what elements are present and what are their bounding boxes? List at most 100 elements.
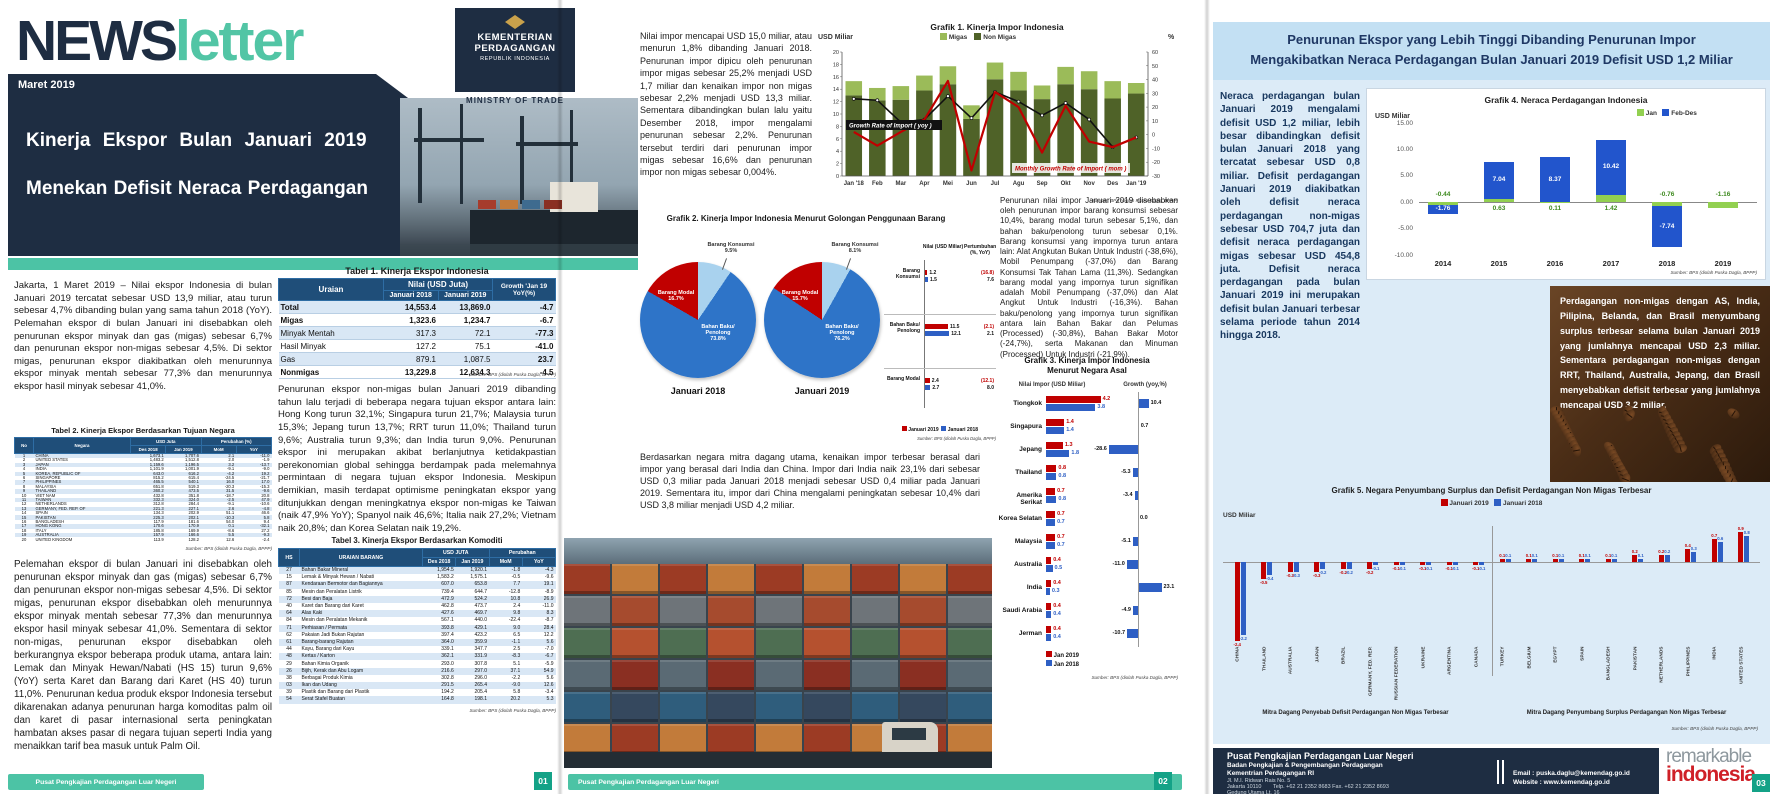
grafik3-country-label: India <box>1026 584 1042 591</box>
bar-jan2019 <box>1738 532 1744 562</box>
sky-strip-icon <box>564 538 992 564</box>
table-row: 8 MALAYSIA 651.8 519.3 -20.3 -15.3 <box>22 483 270 489</box>
bar-jan2019 <box>1046 557 1052 564</box>
svg-text:4: 4 <box>836 149 839 155</box>
legend-swatch-nonmigas <box>974 33 982 40</box>
table3-source: Sumber: BPS (diolah Puska Dagla, BPPP) <box>469 708 556 713</box>
bar-value-jan2018: 0.5 <box>1054 565 1063 571</box>
bar-value: -0.1 <box>1398 566 1406 572</box>
grafik4-source: Sumber: BPS (diolah Puska Dagla, BPPP) <box>1670 270 1757 275</box>
left-paragraph-3: Pelemahan ekspor di bulan Januari ini di… <box>14 559 272 753</box>
bar-value-jan2019: 0.4 <box>1053 603 1061 609</box>
table-ekspor-komoditi: HS URAIAN BARANG USD JUTA Perubahan Des 201… <box>278 548 557 704</box>
grafik1-ylabel-left: USD Miliar <box>818 34 854 41</box>
legend-label-migas: Migas <box>948 34 968 41</box>
growth-bar <box>1108 445 1138 454</box>
table-row: 16 BANGLADESH 117.9 181.6 54.0 9.4 <box>21 518 270 524</box>
table-row: 4 INDIA 1,101.9 1,001.9 -9.1 -9.0 <box>22 466 270 472</box>
trade-balance-chart-card: Grafik 4. Neraca Perdagangan Indonesia J… <box>1366 88 1766 280</box>
grafik5-country-label: BANGLADESH <box>1606 646 1612 681</box>
growth-value-jan2018: 7.6 <box>987 276 994 283</box>
grafik5-country-label: EGYPT <box>1553 646 1559 663</box>
bar-jan2019 <box>1261 562 1267 579</box>
bar-jan2018 <box>1267 562 1273 576</box>
ministry-emblem-icon <box>505 15 525 29</box>
table-row: 29 Bahan Kimia Organik 293.0 307.8 5.1 -5.9 <box>286 660 554 667</box>
table-row: Hasil Minyak 127.2 75.1 -41.0 <box>278 339 556 353</box>
svg-text:Monthly Growth Rate of Import: Monthly Growth Rate of Import ( mom ) <box>1015 167 1126 173</box>
bar-value: -2.2 <box>1239 635 1247 641</box>
pie-label-modal: Barang Modal 16.7% <box>657 290 695 302</box>
middle-footer-label: Pusat Pengkajian Perdagangan Luar Negeri <box>578 778 719 786</box>
bar-value-jan2019: 0.4 <box>1053 626 1061 632</box>
bar-value-jan2019: 0.7 <box>1057 488 1065 494</box>
table-row: 72 Besi dan Baja 472.9 524.2 10.8 26.9 <box>278 595 556 603</box>
grafik4-ylabel: USD Miliar <box>1375 113 1411 120</box>
bean-crease-icon <box>1730 410 1736 417</box>
bar-value-jan2018: 0.7 <box>1057 542 1065 548</box>
bar-value-jan2019: 0.8 <box>1058 465 1067 471</box>
growth-value: -10.7 <box>1112 630 1126 636</box>
table1-container: Uraian Nilai (USD Juta) Growth 'Jan 19 YoY… <box>278 278 556 379</box>
container-icon <box>948 724 992 754</box>
page-number-01: 01 <box>534 772 552 790</box>
bar-value-jan2019: 0.4 <box>1053 557 1061 563</box>
middle-paragraph-1: Nilai impor mencapai USD 15,0 miliar, at… <box>640 31 812 178</box>
left-paragraph-1: Jakarta, 1 Maret 2019 – Nilai ekspor Ind… <box>14 280 272 392</box>
growth-value-jan2018: 8.0 <box>987 384 994 391</box>
svg-text:Agu: Agu <box>1013 181 1025 187</box>
bar-value-jan2018: 0.4 <box>1053 634 1061 640</box>
ground-icon <box>564 752 992 768</box>
table2-source: Sumber: BPS (diolah Puska Dagla, BPPP) <box>185 546 272 551</box>
table-row: 71 Perhiasan / Permata 393.8 429.1 9.0 28.4 <box>278 624 556 632</box>
table-row: 5 KOREA, REPUBLIC OF 643.0 616.2 -4.2 19.2 <box>14 471 272 476</box>
bar-value: -0.1 <box>1472 566 1480 572</box>
svg-text:Jul: Jul <box>991 181 1000 187</box>
container-icon <box>948 692 992 722</box>
bean-crease-icon <box>1679 444 1683 453</box>
bar-value: -0.1 <box>1478 566 1486 572</box>
middle-paragraph-2: Penurunan nilai impor Januari 2019 diseb… <box>1000 196 1178 359</box>
left-paragraph-2: Penurunan ekspor non-migas bulan Januari… <box>278 384 556 534</box>
bar-value: -0.1 <box>1445 566 1453 572</box>
crane-icon <box>414 138 484 142</box>
bean-crease-icon <box>1622 477 1630 482</box>
bar-value: 0.8 <box>1743 529 1750 535</box>
right-title-strip: Penurunan Ekspor yang Lebih Tinggi Diban… <box>1213 22 1770 80</box>
bar-jan2018 <box>1505 558 1511 562</box>
page-number-02: 02 <box>1154 772 1172 790</box>
minichart-category-label: Bahan Baku/ Penolong <box>889 322 920 334</box>
crane-icon <box>516 142 578 146</box>
coffee-bean-icon <box>1570 443 1583 458</box>
svg-text:20: 20 <box>1152 105 1158 111</box>
grafik5-country-label: THAILAND <box>1262 646 1268 672</box>
bar-jan2019 <box>1526 558 1532 562</box>
growth-value: -3.4 <box>1123 492 1133 498</box>
container-icon <box>612 596 658 626</box>
svg-text:-10: -10 <box>1152 146 1160 152</box>
svg-text:16: 16 <box>833 75 839 81</box>
growth-value-jan2019: (16.8) <box>980 269 994 276</box>
bar-value-jan2019: 1.2 <box>929 269 937 276</box>
growth-bar <box>1138 583 1162 592</box>
grafik5-country-label: PAKISTAN <box>1633 646 1639 671</box>
table-row: 14 SPAIN 134.3 202.9 51.1 46.6 <box>21 510 270 516</box>
bar-jan2018 <box>1664 555 1670 562</box>
grafik3-country-label: Thailand <box>1015 469 1042 476</box>
bar-value-jan2018: 1.5 <box>930 276 937 283</box>
growth-value: -4.9 <box>1121 607 1131 613</box>
grafik1-source: Sumber: BPS (diolah Puska Dagla, BPPP) <box>1091 198 1178 203</box>
container-icon <box>900 564 946 594</box>
bar-jan2018 <box>1320 562 1326 569</box>
bar-value-febdes: 8.37 <box>1548 175 1562 183</box>
bar-value-jan2018: 2.7 <box>932 384 940 391</box>
bar-value: -0.1 <box>1451 566 1459 572</box>
table-row: 15 PAKISTAN 225.3 202.1 -10.3 5.8 <box>14 515 272 520</box>
table-row: 26 Bijih, Kerak dan Abu Logam 216.6 297.0 37… <box>278 667 556 675</box>
bar-jan2019 <box>1046 442 1063 449</box>
bar-jan2018 <box>925 385 931 390</box>
grafik5-country-label: AUSTRALIA <box>1288 646 1294 675</box>
minichart-separator-icon <box>884 368 996 369</box>
bar-jan2018 <box>1046 588 1050 595</box>
svg-text:-30: -30 <box>1152 174 1160 180</box>
